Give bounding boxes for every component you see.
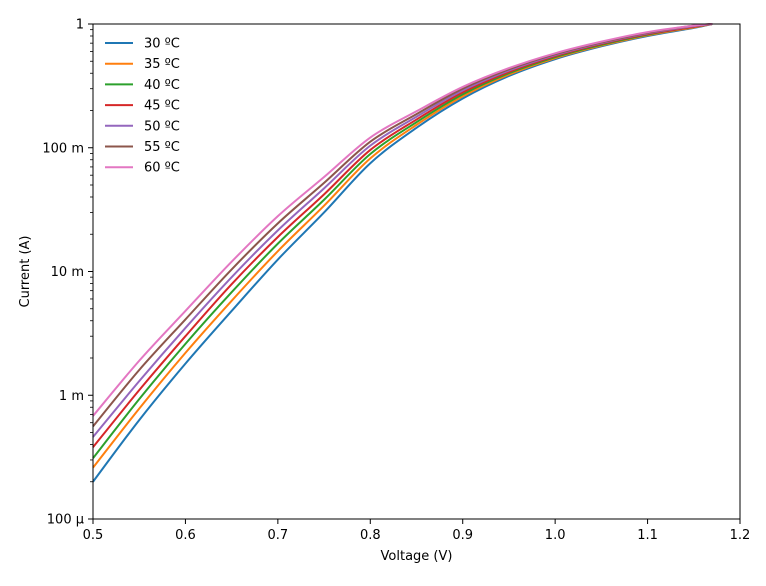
legend-label-6: 60 ºC [144, 161, 180, 176]
legend-label-1: 35 ºC [144, 57, 180, 72]
y-tick-label: 100 m [42, 141, 84, 156]
plot-area [92, 23, 713, 483]
x-tick-label: 1.1 [637, 528, 658, 543]
y-axis: 100 µ 1 m 10 m 100 m 1 [42, 18, 93, 528]
legend-label-2: 40 ºC [144, 78, 180, 93]
y-tick-label: 1 m [59, 389, 84, 404]
legend-label-3: 45 ºC [144, 99, 180, 114]
legend-label-0: 30 ºC [144, 37, 180, 52]
x-tick-label: 1.2 [730, 528, 751, 543]
y-tick-label: 100 µ [47, 513, 84, 528]
series-line-6 [92, 23, 713, 417]
y-tick-label: 10 m [51, 265, 84, 280]
x-tick-label: 0.9 [452, 528, 473, 543]
y-tick-label: 1 [76, 18, 84, 33]
legend-label-5: 55 ºC [144, 140, 180, 155]
x-axis: 0.5 0.6 0.7 0.8 0.9 1.0 1.1 1.2 [83, 519, 751, 543]
x-tick-label: 0.5 [83, 528, 104, 543]
x-tick-label: 0.8 [360, 528, 381, 543]
x-tick-label: 0.6 [175, 528, 196, 543]
x-axis-label: Voltage (V) [381, 549, 453, 564]
y-axis-label: Current (A) [18, 236, 33, 308]
x-tick-label: 1.0 [545, 528, 566, 543]
x-tick-label: 0.7 [268, 528, 289, 543]
legend: 30 ºC 35 ºC 40 ºC 45 ºC 50 ºC 55 ºC 60 ºC [105, 37, 180, 176]
legend-label-4: 50 ºC [144, 119, 180, 134]
